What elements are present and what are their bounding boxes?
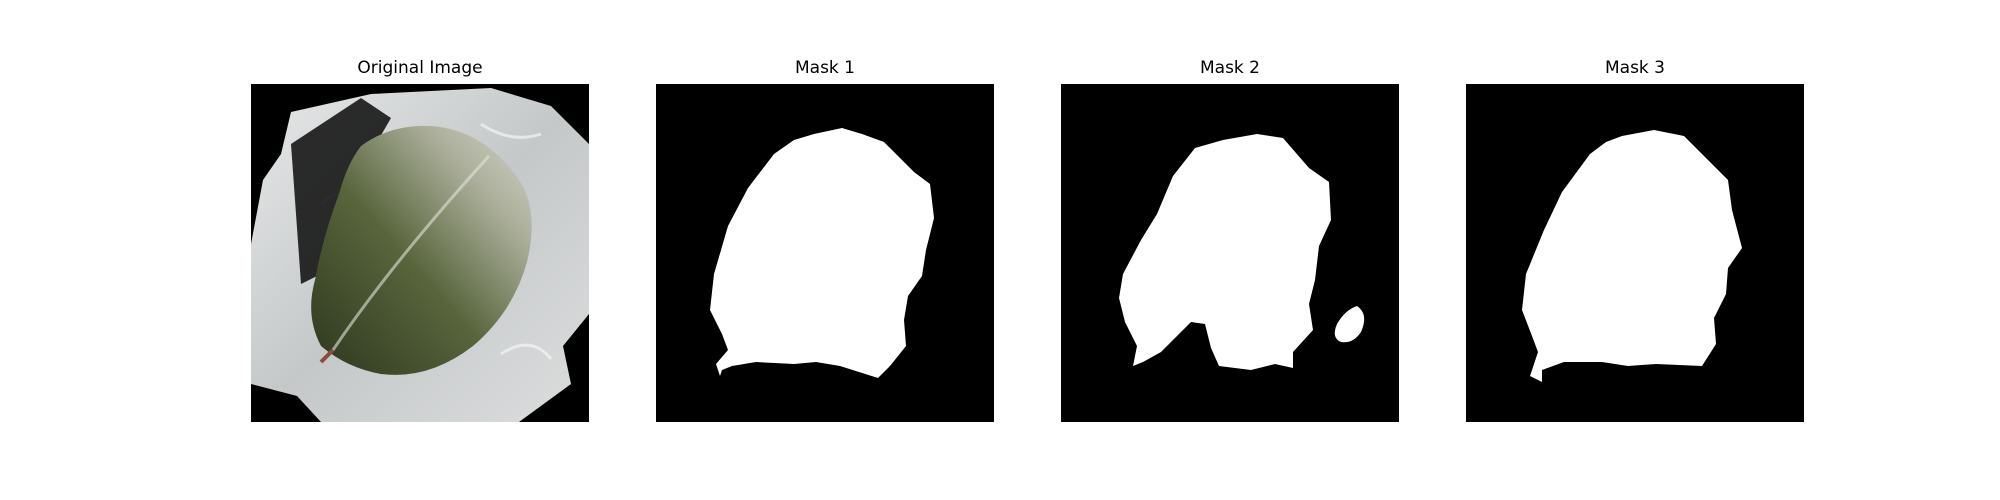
mask-2-title: Mask 2	[1199, 58, 1260, 78]
mask-1-image	[656, 84, 994, 422]
mask-2-panel: Mask 2	[1061, 56, 1399, 422]
mask-3-title: Mask 3	[1604, 58, 1665, 78]
leaf-shape	[311, 125, 532, 375]
mask-2-blob	[1334, 306, 1365, 343]
mask-3-image	[1466, 84, 1804, 422]
mask-1-title: Mask 1	[794, 58, 855, 78]
original-image	[251, 84, 589, 422]
original-image-title: Original Image	[357, 58, 483, 78]
mask-1-panel: Mask 1	[656, 56, 994, 422]
mask-2-image	[1061, 84, 1399, 422]
mask-3-region	[1522, 130, 1742, 382]
mask-3-panel: Mask 3	[1466, 56, 1804, 422]
original-image-panel: Original Image	[251, 56, 589, 422]
mask-1-region	[710, 128, 934, 378]
mask-2-region	[1119, 134, 1331, 370]
